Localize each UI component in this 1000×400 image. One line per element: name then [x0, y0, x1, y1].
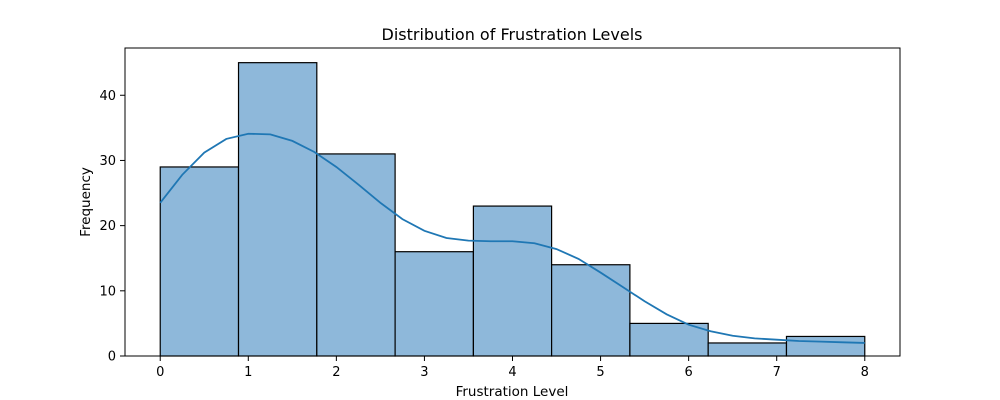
- y-tick-label: 10: [99, 284, 116, 299]
- x-tick-label: 5: [596, 365, 604, 380]
- y-tick-label: 40: [99, 89, 116, 104]
- x-tick-label: 2: [332, 365, 340, 380]
- histogram-bar-3: [316, 153, 396, 357]
- y-axis-ticks: 0 10 20 30 40: [99, 89, 125, 365]
- x-tick-label: 8: [861, 365, 869, 380]
- histogram-bar-2: [237, 62, 318, 357]
- x-tick-label: 1: [244, 365, 252, 380]
- histogram-bar-9: [785, 335, 866, 357]
- chart-title: Distribution of Frustration Levels: [382, 25, 643, 44]
- y-tick-label: 20: [99, 219, 116, 234]
- x-tick-label: 6: [684, 365, 692, 380]
- histogram-bar-7: [629, 322, 709, 357]
- y-tick-label: 0: [108, 350, 116, 365]
- x-tick-label: 0: [156, 365, 164, 380]
- x-axis-ticks: 0 1 2 3 4 5 6 7 8: [156, 356, 869, 380]
- histogram-bar-5: [472, 205, 553, 357]
- x-tick-label: 4: [508, 365, 516, 380]
- histogram-bar-8: [707, 342, 788, 357]
- y-axis-label: Frequency: [78, 167, 94, 237]
- kde-curve: [159, 132, 865, 344]
- histogram-bar-4: [394, 251, 474, 357]
- histogram-bar-6: [551, 264, 631, 357]
- bars-group: [159, 62, 866, 357]
- x-tick-label: 7: [773, 365, 781, 380]
- x-tick-label: 3: [420, 365, 428, 380]
- y-tick-label: 30: [99, 154, 116, 169]
- histogram-bar-1: [159, 166, 240, 357]
- x-axis-label: Frustration Level: [456, 384, 569, 400]
